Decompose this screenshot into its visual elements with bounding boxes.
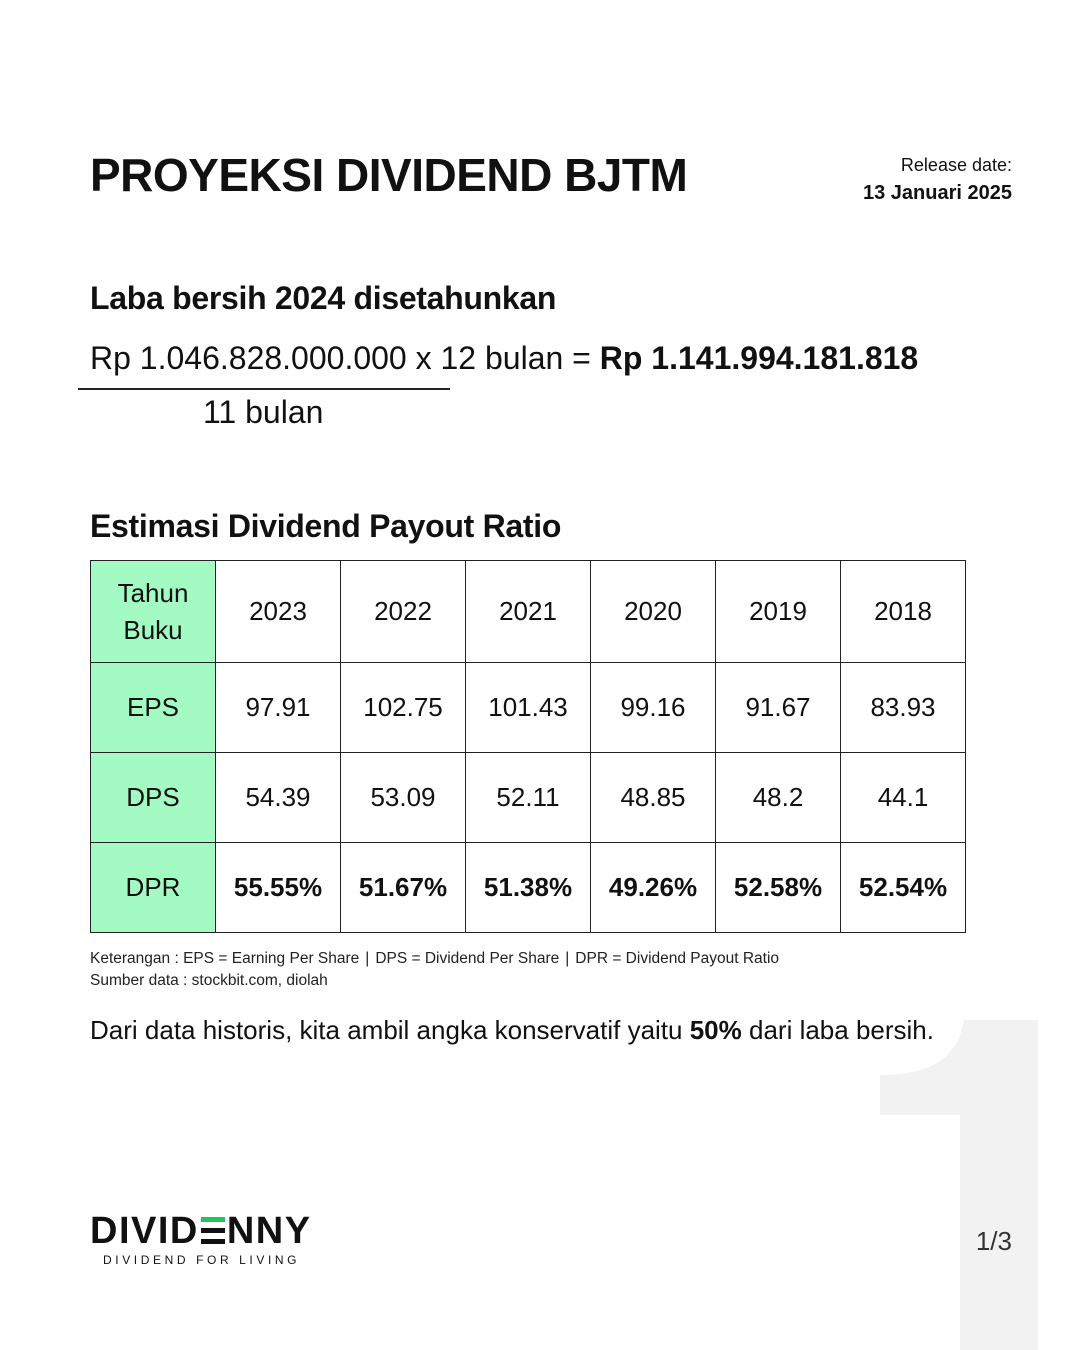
table-cell: 54.39 bbox=[215, 752, 341, 843]
earnings-formula: Rp 1.046.828.000.000 x 12 bulan = Rp 1.1… bbox=[90, 340, 918, 377]
header-label-line1: Tahun bbox=[117, 578, 189, 609]
conclusion-before: Dari data historis, kita ambil angka kon… bbox=[90, 1015, 690, 1045]
dpr-table: Tahun Buku 2023 2022 2021 2020 2019 2018… bbox=[90, 560, 966, 933]
conclusion-highlight: 50% bbox=[689, 1015, 742, 1045]
header-cell-tahun-buku: Tahun Buku bbox=[90, 560, 216, 663]
table-row-dps: DPS 54.39 53.09 52.11 48.85 48.2 44.1 bbox=[90, 752, 966, 843]
table-cell: 55.55% bbox=[215, 842, 341, 933]
conclusion-text: Dari data historis, kita ambil angka kon… bbox=[90, 1015, 934, 1046]
note-dps: DPS = Dividend Per Share bbox=[375, 950, 560, 967]
page-title: PROYEKSI DIVIDEND BJTM bbox=[90, 149, 688, 201]
conclusion-after: dari laba bersih. bbox=[741, 1015, 934, 1045]
table-cell: 53.09 bbox=[340, 752, 466, 843]
brand-tagline: DIVIDEND FOR LIVING bbox=[103, 1253, 301, 1267]
table-cell: 91.67 bbox=[715, 662, 841, 753]
table-header-row: Tahun Buku 2023 2022 2021 2020 2019 2018 bbox=[90, 560, 966, 663]
table-cell: 102.75 bbox=[340, 662, 466, 753]
release-info: Release date: 13 Januari 2025 bbox=[863, 155, 1012, 205]
row-label: EPS bbox=[90, 662, 216, 753]
page-number-watermark bbox=[880, 1020, 1038, 1350]
brand-logo: DIVID NNY bbox=[90, 1210, 312, 1253]
dpr-heading: Estimasi Dividend Payout Ratio bbox=[90, 508, 562, 544]
table-cell: 52.58% bbox=[715, 842, 841, 933]
table-cell: 52.54% bbox=[840, 842, 966, 933]
formula-numerator: Rp 1.046.828.000.000 x 12 bulan bbox=[90, 340, 564, 376]
logo-text-right: NNY bbox=[226, 1210, 312, 1252]
table-cell: 99.16 bbox=[590, 662, 716, 753]
formula-denominator: 11 bulan bbox=[203, 394, 324, 430]
table-cell: 48.2 bbox=[715, 752, 841, 843]
table-cell: 97.91 bbox=[215, 662, 341, 753]
year-cell: 2023 bbox=[215, 560, 341, 663]
table-cell: 51.38% bbox=[465, 842, 591, 933]
note-separator: | bbox=[365, 950, 370, 967]
note-separator: | bbox=[565, 950, 570, 967]
header-label-line2: Buku bbox=[123, 614, 183, 645]
table-cell: 101.43 bbox=[465, 662, 591, 753]
formula-equals: = bbox=[572, 340, 591, 376]
year-cell: 2018 bbox=[840, 560, 966, 663]
table-cell: 49.26% bbox=[590, 842, 716, 933]
table-row-dpr: DPR 55.55% 51.67% 51.38% 49.26% 52.58% 5… bbox=[90, 842, 966, 933]
row-label: DPR bbox=[90, 842, 216, 933]
source-note: Sumber data : stockbit.com, diolah bbox=[90, 972, 328, 989]
fraction-line bbox=[78, 388, 450, 390]
table-cell: 44.1 bbox=[840, 752, 966, 843]
table-notes: Keterangan : EPS = Earning Per Share | DPS… bbox=[90, 948, 779, 992]
year-cell: 2020 bbox=[590, 560, 716, 663]
note-dpr: DPR = Dividend Payout Ratio bbox=[575, 950, 780, 967]
earnings-heading: Laba bersih 2024 disetahunkan bbox=[90, 280, 557, 316]
abbreviation-note: Keterangan : EPS = Earning Per Share | DPS… bbox=[90, 948, 779, 970]
table-cell: 83.93 bbox=[840, 662, 966, 753]
formula-result: Rp 1.141.994.181.818 bbox=[599, 340, 919, 376]
table-cell: 48.85 bbox=[590, 752, 716, 843]
row-label: DPS bbox=[90, 752, 216, 843]
note-eps: Keterangan : EPS = Earning Per Share bbox=[90, 950, 360, 967]
year-cell: 2022 bbox=[340, 560, 466, 663]
year-cell: 2019 bbox=[715, 560, 841, 663]
logo-e-bars-icon bbox=[200, 1217, 225, 1244]
page-indicator: 1/3 bbox=[975, 1226, 1012, 1256]
release-date-label: Release date: bbox=[900, 155, 1012, 175]
year-cell: 2021 bbox=[465, 560, 591, 663]
table-row-eps: EPS 97.91 102.75 101.43 99.16 91.67 83.9… bbox=[90, 662, 966, 753]
table-cell: 52.11 bbox=[465, 752, 591, 843]
table-cell: 51.67% bbox=[340, 842, 466, 933]
logo-text-left: DIVID bbox=[90, 1210, 199, 1252]
release-date: 13 Januari 2025 bbox=[863, 182, 1012, 204]
